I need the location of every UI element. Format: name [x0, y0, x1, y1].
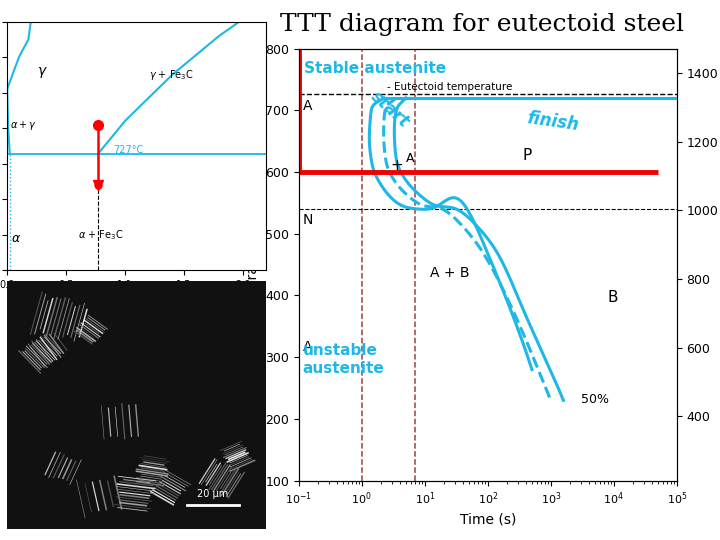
Text: finish: finish — [526, 109, 580, 134]
Text: Stable austenite: Stable austenite — [304, 61, 446, 76]
Text: $\gamma$ + Fe$_3$C: $\gamma$ + Fe$_3$C — [148, 69, 194, 83]
Text: unstable
austenite: unstable austenite — [302, 343, 384, 376]
Text: A: A — [302, 340, 312, 354]
Text: 727°C: 727°C — [113, 145, 143, 154]
Text: N: N — [302, 213, 313, 227]
X-axis label: Composition (wt% C): Composition (wt% C) — [86, 295, 188, 305]
Text: P: P — [522, 147, 531, 163]
Text: $\alpha+\gamma$: $\alpha+\gamma$ — [9, 119, 36, 132]
Text: 20 μm: 20 μm — [197, 489, 228, 499]
Text: $\gamma$: $\gamma$ — [37, 65, 48, 80]
Text: - Eutectoid temperature: - Eutectoid temperature — [387, 82, 512, 92]
Text: A: A — [406, 152, 414, 165]
Text: 50%: 50% — [581, 394, 609, 407]
Text: A + B: A + B — [430, 266, 469, 280]
Y-axis label: Temperature (°C): Temperature (°C) — [246, 205, 259, 325]
X-axis label: Time (s): Time (s) — [459, 512, 516, 526]
Text: start: start — [366, 88, 413, 132]
Text: B: B — [608, 289, 618, 305]
Text: A: A — [302, 99, 312, 113]
Text: TTT diagram for eutectoid steel: TTT diagram for eutectoid steel — [280, 14, 685, 37]
Text: $\alpha$ + Fe$_3$C: $\alpha$ + Fe$_3$C — [78, 228, 123, 242]
Text: $\alpha$: $\alpha$ — [11, 232, 21, 245]
Text: +: + — [390, 158, 402, 173]
